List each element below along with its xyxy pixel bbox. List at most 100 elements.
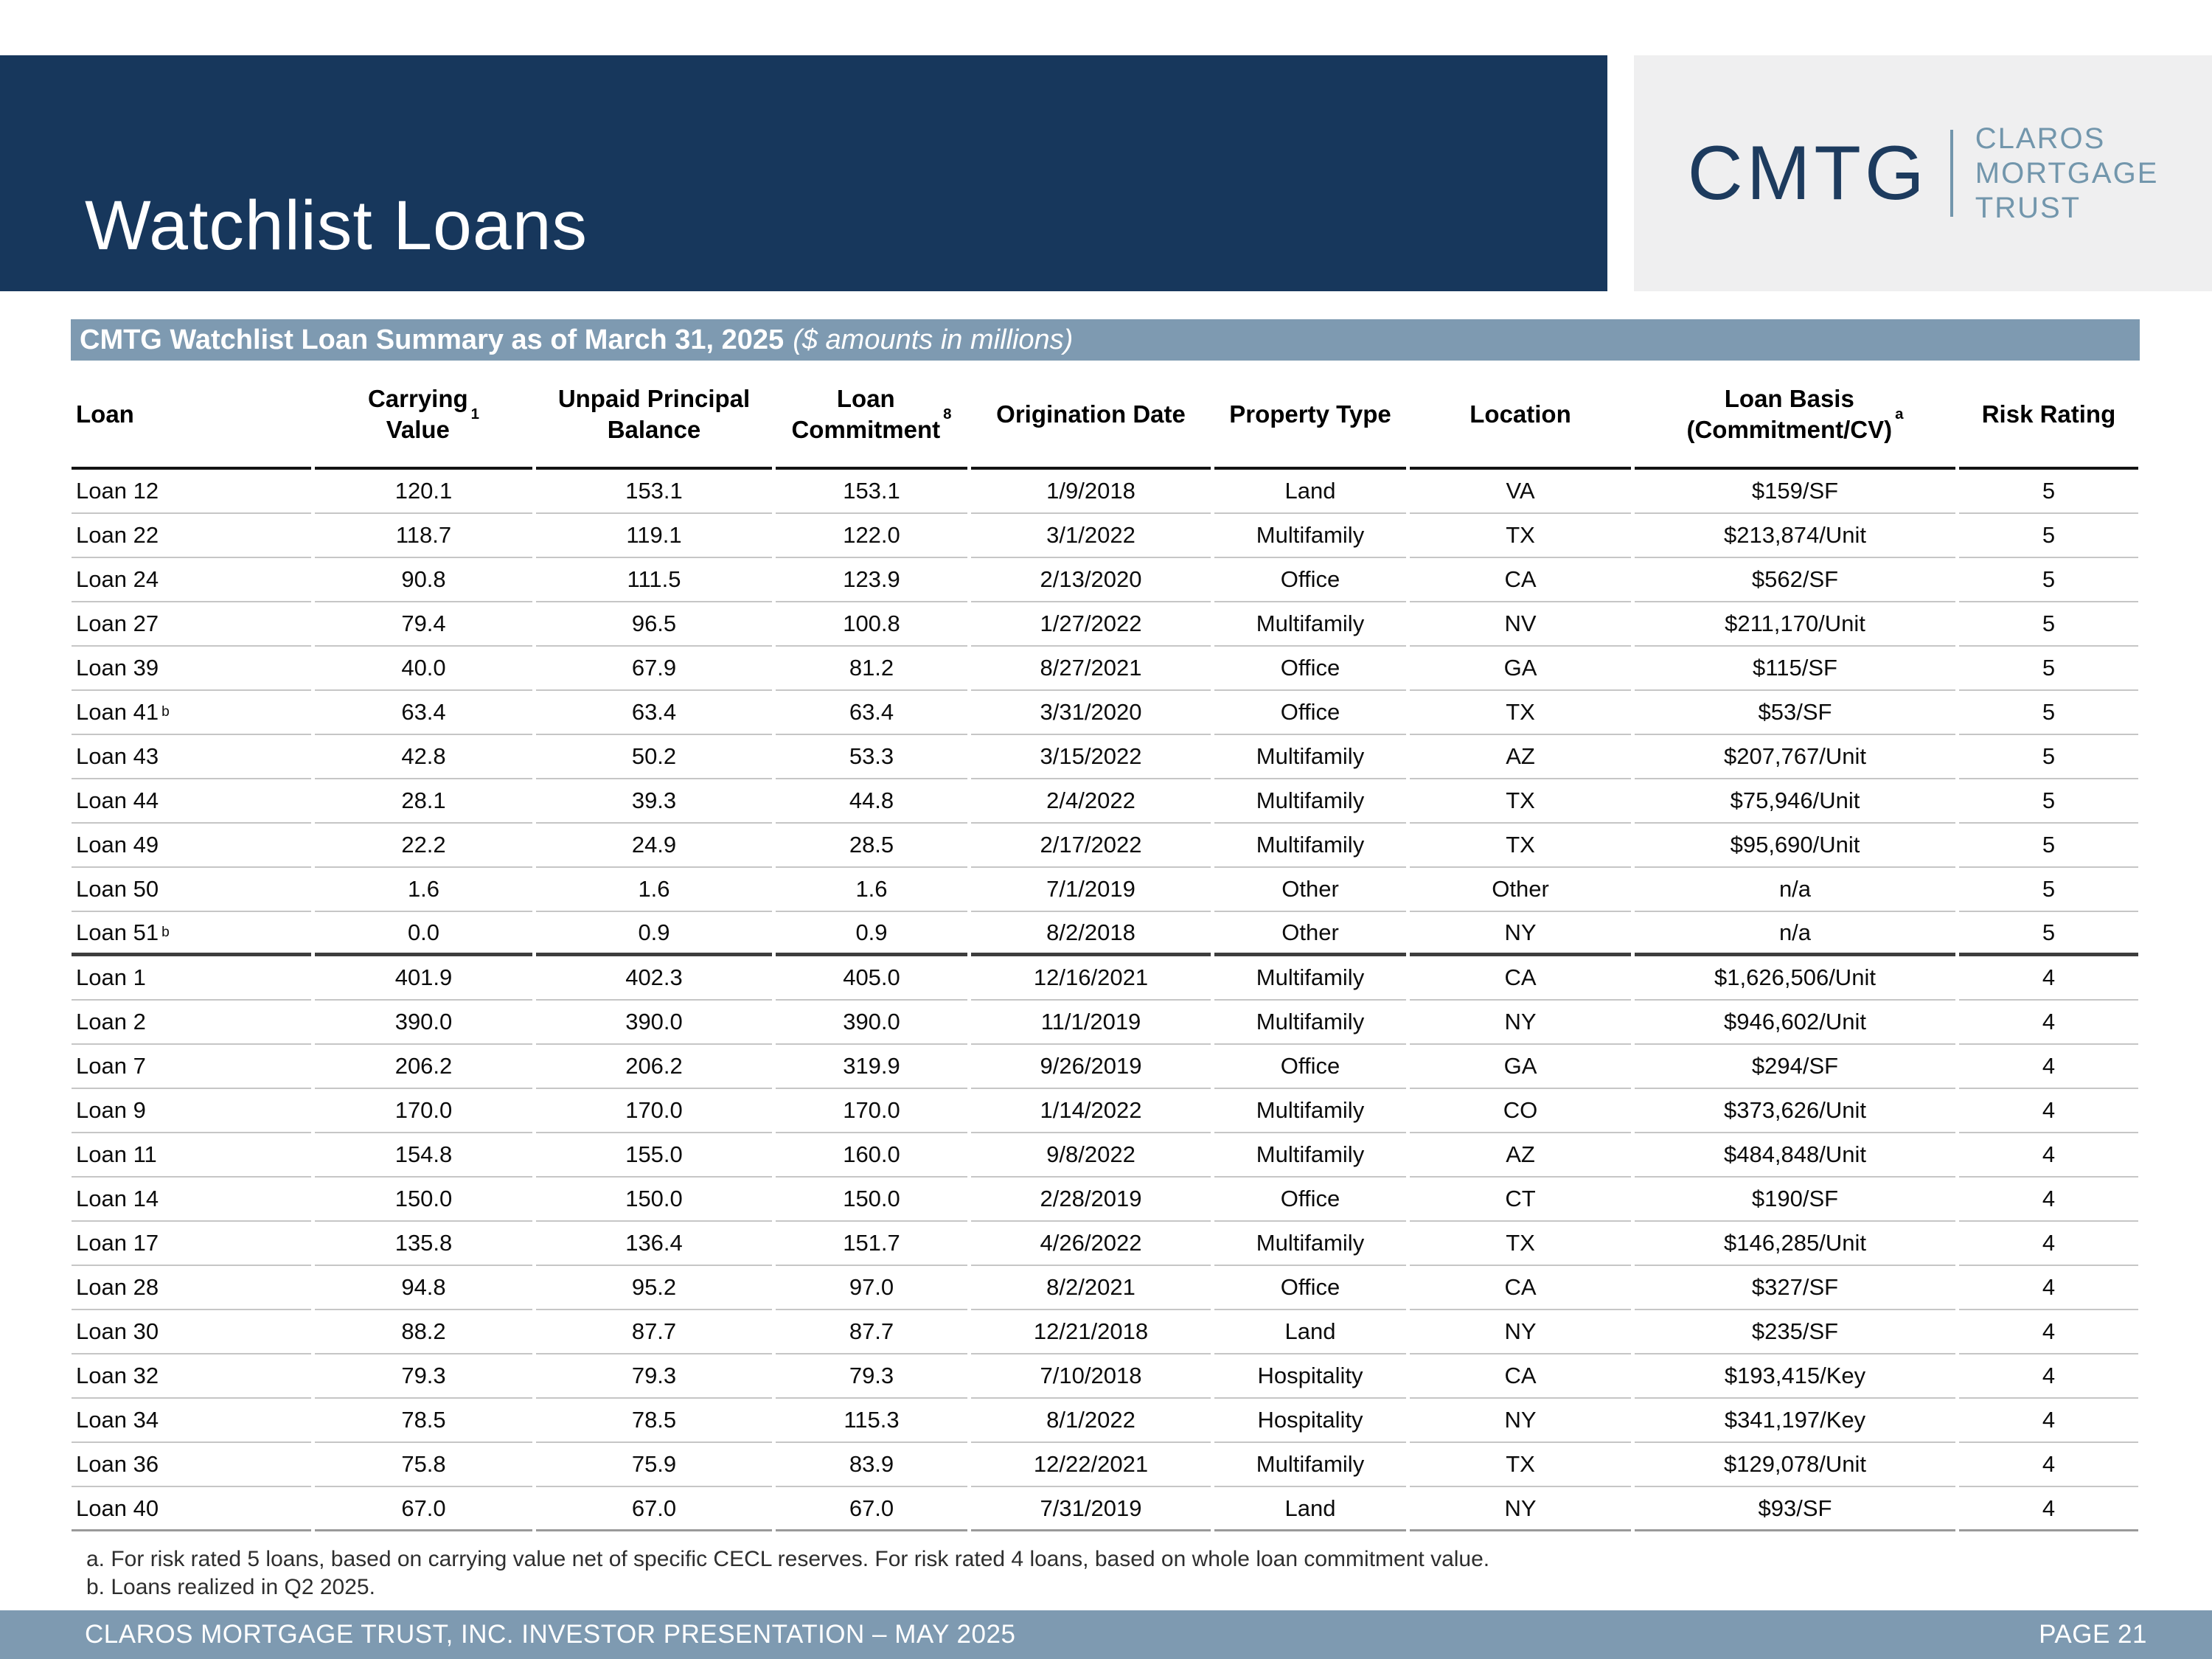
cell-loan: Loan 43 — [72, 735, 311, 779]
cell-loan: Loan 22 — [72, 514, 311, 558]
cell-unpaid_principal_balance: 1.6 — [536, 868, 772, 912]
table-row: Loan 27 79.4 96.5 100.8 1/27/2022 Multifamily… — [72, 602, 2138, 647]
cell-carrying_value: 63.4 — [315, 691, 532, 735]
cell-location: AZ — [1410, 1133, 1631, 1178]
table-row: Loan 30 88.2 87.7 87.7 12/21/2018 Land NY $235/… — [72, 1310, 2138, 1354]
table-row: Loan 40 67.0 67.0 67.0 7/31/2019 Land NY $93/SF… — [72, 1487, 2138, 1531]
cell-location: TX — [1410, 779, 1631, 824]
cell-loan: Loan 49 — [72, 824, 311, 868]
cell-origination_date: 2/4/2022 — [971, 779, 1211, 824]
cell-location: CA — [1410, 1266, 1631, 1310]
cell-origination_date: 4/26/2022 — [971, 1222, 1211, 1266]
cell-location: NY — [1410, 1001, 1631, 1045]
cell-loan: Loan 34 — [72, 1399, 311, 1443]
cell-loan: Loan 2 — [72, 1001, 311, 1045]
cell-carrying_value: 90.8 — [315, 558, 532, 602]
footnote-a: a. For risk rated 5 loans, based on carr… — [86, 1547, 1490, 1571]
cell-risk_rating: 5 — [1959, 735, 2138, 779]
cell-risk_rating: 5 — [1959, 779, 2138, 824]
cell-loan_commitment: 153.1 — [776, 470, 967, 514]
cell-carrying_value: 78.5 — [315, 1399, 532, 1443]
page-title: Watchlist Loans — [85, 187, 588, 265]
cell-location: TX — [1410, 1222, 1631, 1266]
cell-origination_date: 7/31/2019 — [971, 1487, 1211, 1531]
cell-risk_rating: 5 — [1959, 824, 2138, 868]
cell-loan_commitment: 123.9 — [776, 558, 967, 602]
logo-divider — [1950, 130, 1953, 217]
cell-loan_basis: $53/SF — [1635, 691, 1955, 735]
cell-carrying_value: 75.8 — [315, 1443, 532, 1487]
cell-loan_basis: $327/SF — [1635, 1266, 1955, 1310]
footer-bar: CLAROS MORTGAGE TRUST, INC. INVESTOR PRE… — [0, 1610, 2212, 1659]
cell-carrying_value: 79.4 — [315, 602, 532, 647]
cell-risk_rating: 4 — [1959, 1266, 2138, 1310]
cell-loan_basis: $211,170/Unit — [1635, 602, 1955, 647]
cell-loan: Loan 24 — [72, 558, 311, 602]
cell-property_type: Multifamily — [1214, 779, 1406, 824]
cell-unpaid_principal_balance: 79.3 — [536, 1354, 772, 1399]
cell-location: NY — [1410, 1487, 1631, 1531]
cell-carrying_value: 120.1 — [315, 470, 532, 514]
cell-property_type: Multifamily — [1214, 956, 1406, 1001]
table-title-units: ($ amounts in millions) — [793, 324, 1074, 355]
cell-loan: Loan 9 — [72, 1089, 311, 1133]
cell-loan_basis: n/a — [1635, 912, 1955, 956]
cell-risk_rating: 4 — [1959, 1178, 2138, 1222]
cell-loan: Loan 17 — [72, 1222, 311, 1266]
cell-property_type: Multifamily — [1214, 1222, 1406, 1266]
cell-property_type: Hospitality — [1214, 1399, 1406, 1443]
table-row: Loan 49 22.2 24.9 28.5 2/17/2022 Multifamily T… — [72, 824, 2138, 868]
table-row: Loan 43 42.8 50.2 53.3 3/15/2022 Multifamily A… — [72, 735, 2138, 779]
cell-property_type: Multifamily — [1214, 1443, 1406, 1487]
cell-loan_basis: $193,415/Key — [1635, 1354, 1955, 1399]
cell-loan_basis: n/a — [1635, 868, 1955, 912]
table-row: Loan 17 135.8 136.4 151.7 4/26/2022 Multifami… — [72, 1222, 2138, 1266]
cell-location: CA — [1410, 558, 1631, 602]
cell-loan_commitment: 150.0 — [776, 1178, 967, 1222]
col-header-loan_basis: Loan Basis (Commitment/CV) a — [1635, 361, 1955, 470]
col-header-unpaid_principal_balance: Unpaid Principal Balance — [536, 361, 772, 470]
cell-loan_commitment: 67.0 — [776, 1487, 967, 1531]
table-row: Loan 28 94.8 95.2 97.0 8/2/2021 Office CA $327/… — [72, 1266, 2138, 1310]
cell-loan_commitment: 44.8 — [776, 779, 967, 824]
cell-property_type: Office — [1214, 558, 1406, 602]
cell-origination_date: 1/9/2018 — [971, 470, 1211, 514]
cell-unpaid_principal_balance: 155.0 — [536, 1133, 772, 1178]
cell-origination_date: 9/8/2022 — [971, 1133, 1211, 1178]
cell-unpaid_principal_balance: 96.5 — [536, 602, 772, 647]
col-header-carrying_value: Carrying Value 1 — [315, 361, 532, 470]
cell-origination_date: 12/21/2018 — [971, 1310, 1211, 1354]
cell-loan_commitment: 83.9 — [776, 1443, 967, 1487]
cell-loan_commitment: 319.9 — [776, 1045, 967, 1089]
cell-loan_basis: $235/SF — [1635, 1310, 1955, 1354]
cell-risk_rating: 4 — [1959, 1443, 2138, 1487]
cell-loan_basis: $207,767/Unit — [1635, 735, 1955, 779]
cell-risk_rating: 5 — [1959, 558, 2138, 602]
cell-unpaid_principal_balance: 39.3 — [536, 779, 772, 824]
cell-loan_basis: $373,626/Unit — [1635, 1089, 1955, 1133]
logo-company-name: CLAROS MORTGAGE TRUST — [1975, 122, 2159, 224]
table-row: Loan 36 75.8 75.9 83.9 12/22/2021 Multifamily… — [72, 1443, 2138, 1487]
cell-unpaid_principal_balance: 390.0 — [536, 1001, 772, 1045]
cell-location: TX — [1410, 514, 1631, 558]
cell-unpaid_principal_balance: 206.2 — [536, 1045, 772, 1089]
table-row: Loan 7 206.2 206.2 319.9 9/26/2019 Office GA $2… — [72, 1045, 2138, 1089]
cell-loan_basis: $75,946/Unit — [1635, 779, 1955, 824]
cell-loan_commitment: 79.3 — [776, 1354, 967, 1399]
table-header-row: Loan Carrying Value 1 Unpaid Principal Bala… — [72, 361, 2138, 470]
cell-risk_rating: 4 — [1959, 1487, 2138, 1531]
cell-carrying_value: 401.9 — [315, 956, 532, 1001]
cell-risk_rating: 5 — [1959, 514, 2138, 558]
cell-location: Other — [1410, 868, 1631, 912]
cell-risk_rating: 5 — [1959, 868, 2138, 912]
cell-loan_basis: $213,874/Unit — [1635, 514, 1955, 558]
cell-unpaid_principal_balance: 87.7 — [536, 1310, 772, 1354]
cell-loan_commitment: 87.7 — [776, 1310, 967, 1354]
cell-loan_basis: $95,690/Unit — [1635, 824, 1955, 868]
footnote-b: b. Loans realized in Q2 2025. — [86, 1575, 375, 1599]
cell-loan: Loan 51 b — [72, 912, 311, 956]
cell-loan: Loan 39 — [72, 647, 311, 691]
footer-presentation-label: CLAROS MORTGAGE TRUST, INC. INVESTOR PRE… — [85, 1620, 1016, 1649]
cell-loan_basis: $1,626,506/Unit — [1635, 956, 1955, 1001]
cell-carrying_value: 154.8 — [315, 1133, 532, 1178]
